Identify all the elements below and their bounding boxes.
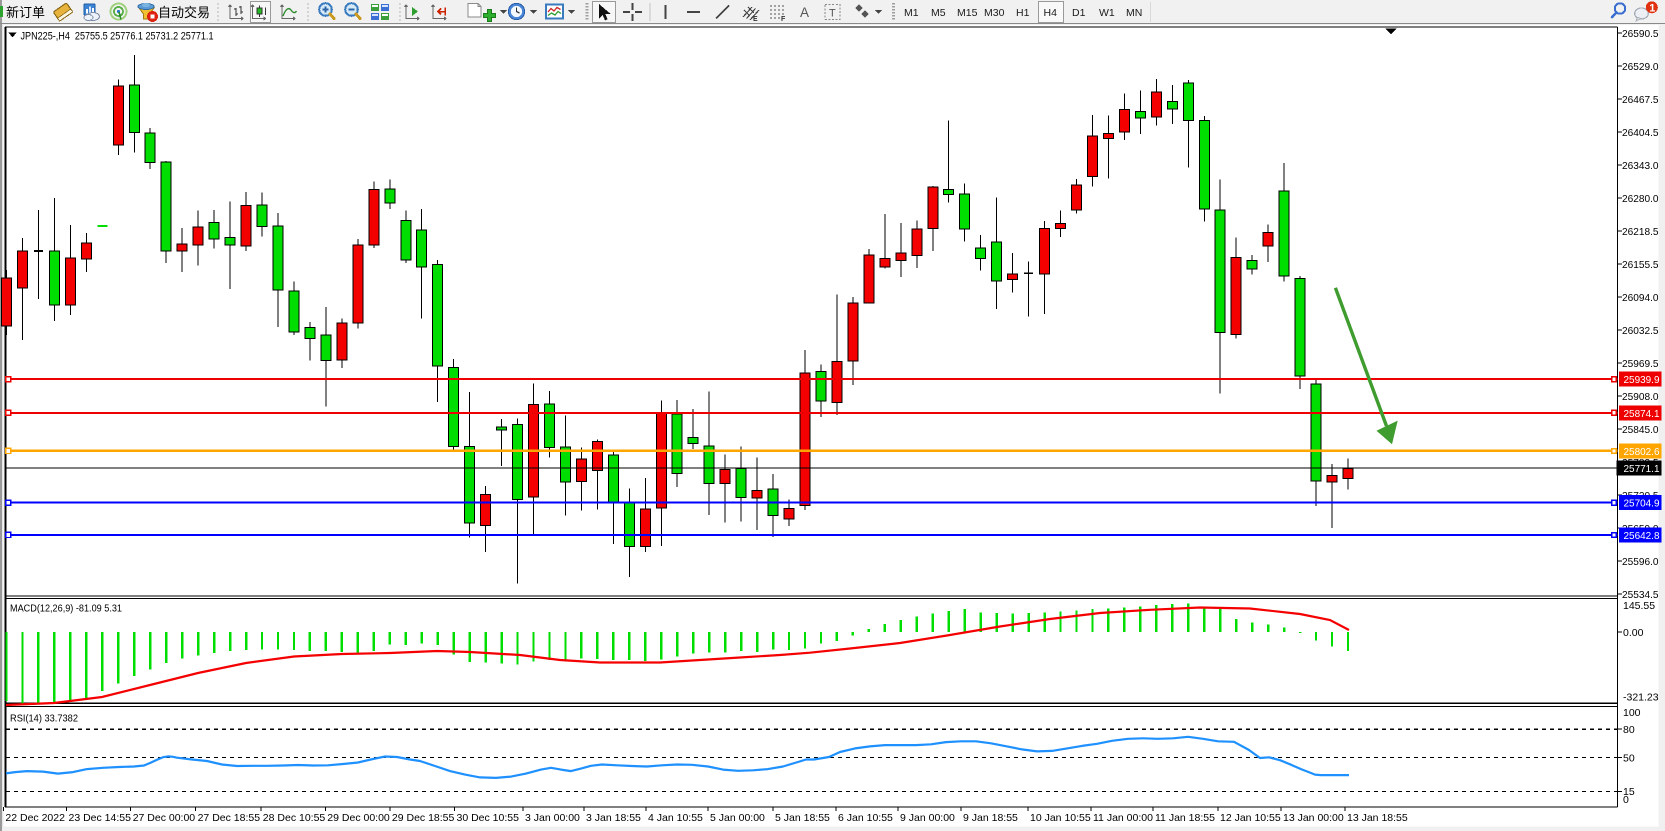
svg-text:145.55: 145.55 [1623, 600, 1655, 612]
svg-text:F: F [781, 16, 786, 23]
svg-text:22 Dec 2022: 22 Dec 2022 [5, 812, 65, 824]
svg-text:27 Dec 00:00: 27 Dec 00:00 [133, 812, 196, 824]
svg-text:自动交易: 自动交易 [158, 5, 210, 20]
svg-text:9 Jan 18:55: 9 Jan 18:55 [963, 812, 1018, 824]
svg-text:新订单: 新订单 [6, 5, 45, 20]
svg-text:M30: M30 [984, 7, 1005, 19]
svg-text:15: 15 [1623, 786, 1635, 798]
svg-text:25642.8: 25642.8 [1624, 530, 1660, 542]
svg-text:W1: W1 [1099, 7, 1115, 19]
svg-text:25596.0: 25596.0 [1622, 556, 1659, 568]
svg-text:10 Jan 10:55: 10 Jan 10:55 [1030, 812, 1091, 824]
svg-text:25908.0: 25908.0 [1622, 391, 1659, 403]
svg-text:5 Jan 18:55: 5 Jan 18:55 [775, 812, 830, 824]
svg-text:JPN225-,H4 25755.5 25776.1 25: JPN225-,H4 25755.5 25776.1 25731.2 25771… [21, 31, 214, 43]
svg-text:29 Dec 00:00: 29 Dec 00:00 [327, 812, 390, 824]
svg-text:H4: H4 [1044, 7, 1058, 19]
svg-text:28 Dec 10:55: 28 Dec 10:55 [263, 812, 326, 824]
svg-text:26032.5: 26032.5 [1622, 325, 1659, 337]
svg-text:26155.5: 26155.5 [1622, 259, 1659, 271]
svg-text:H1: H1 [1016, 7, 1030, 19]
svg-text:26467.5: 26467.5 [1622, 94, 1659, 106]
svg-text:RSI(14) 33.7382: RSI(14) 33.7382 [10, 713, 78, 725]
svg-text:E: E [753, 16, 758, 23]
svg-text:6 Jan 10:55: 6 Jan 10:55 [838, 812, 893, 824]
svg-text:13 Jan 18:55: 13 Jan 18:55 [1347, 812, 1408, 824]
svg-text:A: A [800, 5, 809, 20]
svg-text:25704.9: 25704.9 [1624, 498, 1660, 510]
svg-text:27 Dec 18:55: 27 Dec 18:55 [198, 812, 261, 824]
svg-text:26094.0: 26094.0 [1622, 292, 1659, 304]
svg-text:12 Jan 10:55: 12 Jan 10:55 [1220, 812, 1281, 824]
svg-text:80: 80 [1623, 724, 1635, 736]
svg-text:50: 50 [1623, 752, 1635, 764]
svg-text:3 Jan 00:00: 3 Jan 00:00 [525, 812, 580, 824]
svg-text:0: 0 [1623, 794, 1629, 806]
svg-text:26280.0: 26280.0 [1622, 193, 1659, 205]
svg-text:100: 100 [1623, 707, 1641, 719]
svg-text:29 Dec 18:55: 29 Dec 18:55 [392, 812, 455, 824]
svg-text:MACD(12,26,9) -81.09 5.31: MACD(12,26,9) -81.09 5.31 [10, 603, 122, 615]
svg-text:26218.5: 26218.5 [1622, 226, 1659, 238]
svg-text:T: T [829, 8, 836, 20]
svg-text:1: 1 [1649, 2, 1655, 14]
svg-text:13 Jan 00:00: 13 Jan 00:00 [1283, 812, 1344, 824]
svg-text:9 Jan 00:00: 9 Jan 00:00 [900, 812, 955, 824]
svg-text:M15: M15 [957, 7, 978, 19]
svg-text:23 Dec 14:55: 23 Dec 14:55 [69, 812, 132, 824]
svg-text:25939.9: 25939.9 [1624, 374, 1660, 386]
svg-text:MN: MN [1126, 7, 1142, 19]
svg-text:26343.0: 26343.0 [1622, 160, 1659, 172]
svg-text:25534.5: 25534.5 [1622, 589, 1659, 601]
svg-text:25771.1: 25771.1 [1624, 463, 1660, 475]
svg-text:3 Jan 18:55: 3 Jan 18:55 [586, 812, 641, 824]
svg-text:4 Jan 10:55: 4 Jan 10:55 [648, 812, 703, 824]
svg-text:25845.0: 25845.0 [1622, 424, 1659, 436]
svg-text:30 Dec 10:55: 30 Dec 10:55 [457, 812, 520, 824]
svg-text:25802.6: 25802.6 [1624, 446, 1660, 458]
svg-text:0.00: 0.00 [1623, 627, 1644, 639]
svg-text:25969.5: 25969.5 [1622, 358, 1659, 370]
svg-text:-321.23: -321.23 [1623, 692, 1659, 704]
svg-text:11 Jan 00:00: 11 Jan 00:00 [1093, 812, 1153, 824]
svg-text:M1: M1 [904, 7, 919, 19]
svg-text:11 Jan 18:55: 11 Jan 18:55 [1155, 812, 1215, 824]
svg-text:M5: M5 [931, 7, 946, 19]
svg-text:26529.0: 26529.0 [1622, 61, 1659, 73]
svg-text:26590.5: 26590.5 [1622, 28, 1659, 40]
svg-text:5 Jan 00:00: 5 Jan 00:00 [710, 812, 765, 824]
svg-text:26404.5: 26404.5 [1622, 127, 1659, 139]
svg-text:D1: D1 [1072, 7, 1086, 19]
svg-text:25874.1: 25874.1 [1624, 408, 1660, 420]
